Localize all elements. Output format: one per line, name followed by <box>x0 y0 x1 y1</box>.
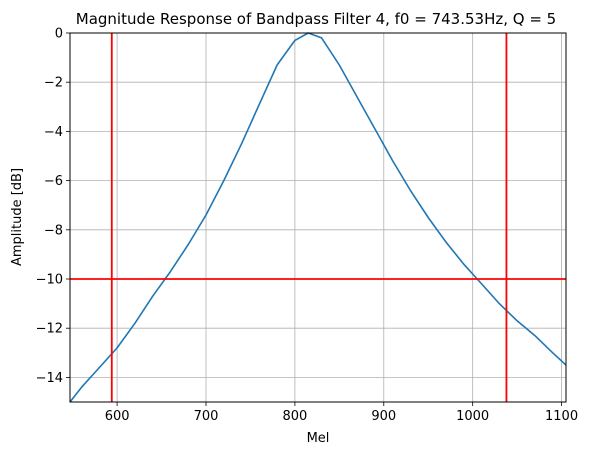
y-tick-label: 0 <box>55 27 63 42</box>
magnitude-response-line <box>69 32 567 403</box>
x-tick-label: 700 <box>194 409 219 424</box>
reference-lines <box>70 33 566 402</box>
x-tick-label: 800 <box>282 409 307 424</box>
x-axis-label: Mel <box>307 431 330 446</box>
y-axis-label: Amplitude [dB] <box>10 168 25 266</box>
y-tick-label: −14 <box>36 371 63 386</box>
x-tick-label: 1000 <box>456 409 489 424</box>
y-tick-label: −12 <box>36 322 63 337</box>
series-layer <box>69 32 567 403</box>
y-tick-label: −4 <box>44 125 63 140</box>
axes-frame <box>69 32 567 403</box>
y-tick-label: −2 <box>44 76 63 91</box>
x-tick-label: 1100 <box>545 409 578 424</box>
grid <box>70 32 566 402</box>
chart-title: Magnitude Response of Bandpass Filter 4,… <box>76 10 556 28</box>
y-tick-label: −6 <box>44 174 63 189</box>
y-tick-label: −10 <box>36 273 63 288</box>
y-tick-label: −8 <box>44 223 63 238</box>
x-axis-ticks: 600 700 800 900 1000 1100 <box>105 402 578 424</box>
y-axis-ticks: 0 −2 −4 −6 −8 −10 −12 −14 <box>36 27 70 386</box>
x-tick-label: 900 <box>371 409 396 424</box>
x-tick-label: 600 <box>105 409 130 424</box>
